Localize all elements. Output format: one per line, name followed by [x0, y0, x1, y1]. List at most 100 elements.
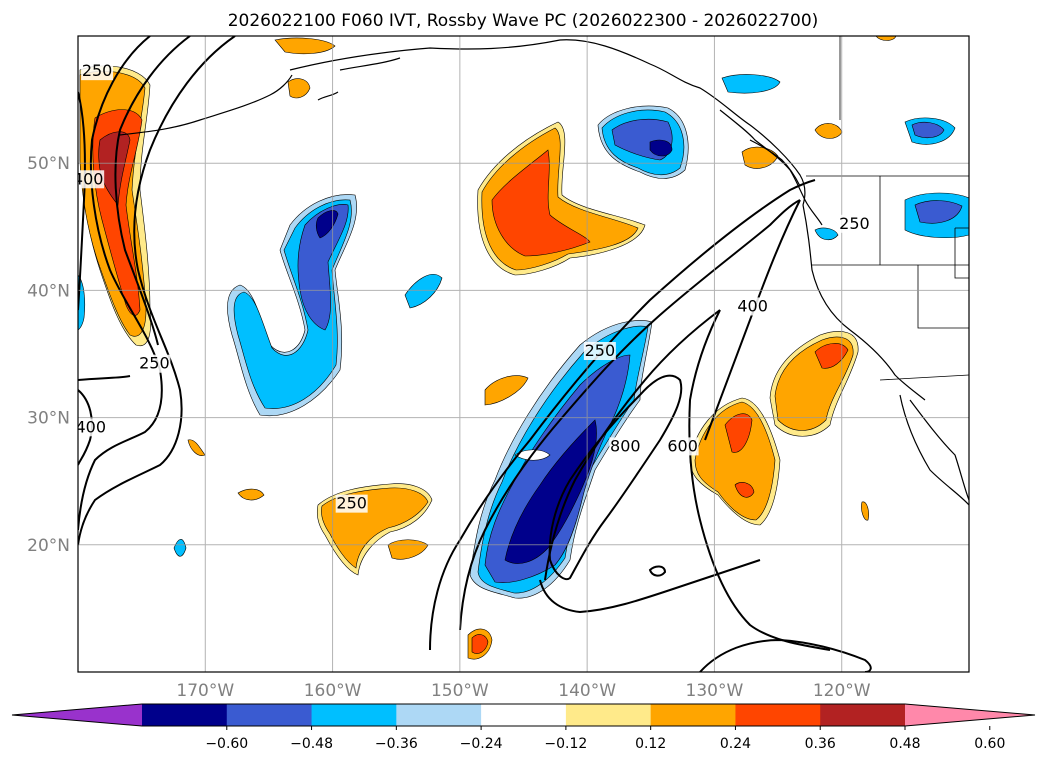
- colorbar-segment: [311, 704, 397, 726]
- pc-negative-coast: [814, 227, 839, 240]
- colorbar: −0.60 −0.48 −0.36 −0.24 −0.12 0.12 0.24 0.36 0.4…: [11, 703, 1036, 752]
- figure-title: 2026022100 F060 IVT, Rossby Wave PC (202…: [228, 11, 819, 31]
- state-border-3: [917, 265, 969, 329]
- ivt-contours: [78, 36, 872, 672]
- colorbar-tick-label: −0.60: [205, 736, 248, 752]
- mexico-border: [879, 374, 969, 381]
- colorbar-tick-label: −0.12: [544, 736, 587, 752]
- pc-positive-baja-core-2: [734, 482, 755, 498]
- ivt-contour-east-400: [459, 199, 801, 631]
- ivt-contour-label: 600: [667, 436, 698, 455]
- ivt-contour-west-400-c: [78, 375, 131, 466]
- ivt-contour-label-bg: [81, 62, 114, 81]
- ivt-contour-label-bg: [78, 170, 105, 189]
- coastlines: [119, 39, 969, 506]
- lon-label-130: 130°W: [686, 681, 744, 701]
- lat-label-30: 30°N: [27, 409, 70, 429]
- baja-coast: [899, 394, 969, 506]
- colorbar-tick-label: 0.12: [635, 736, 666, 752]
- ivt-contour-east-800: [548, 374, 683, 580]
- map-panel: 250 400 250 400 250 800 600 400 250 250 20°N 30°N 4…: [27, 35, 970, 701]
- pc-negative-small-1: [404, 274, 443, 309]
- vancouver-island: [749, 139, 801, 187]
- lon-label-140: 140°W: [558, 681, 616, 701]
- lat-label-20: 20°N: [27, 536, 70, 556]
- colorbar-extend-high: [905, 704, 1035, 726]
- ivt-contour-west-250-b: [114, 36, 191, 346]
- lat-label-40: 40°N: [27, 281, 70, 301]
- ivt-contour-west-250-a: [78, 36, 163, 531]
- colorbar-tick-label: 0.48: [889, 736, 920, 752]
- pc-positive-top-1: [274, 37, 336, 55]
- lon-label-120: 120°W: [813, 681, 871, 701]
- pc-negative-southeast-core: [504, 419, 597, 564]
- ivt-contour-label-bg: [666, 437, 699, 456]
- colorbar-segment: [820, 704, 906, 726]
- pc-positive-central-inner: [491, 149, 591, 257]
- pc-positive-small-4: [861, 501, 869, 521]
- colorbar-segment: [735, 704, 821, 726]
- state-border-4: [954, 227, 969, 279]
- pc-positive-south-small-core: [471, 634, 489, 654]
- pc-positive-top-2: [287, 78, 311, 99]
- ivt-contour-label-bg: [138, 354, 171, 373]
- colorbar-segment: [396, 704, 482, 726]
- pc-negative-small-2: [173, 539, 187, 557]
- colorbar-segment: [481, 704, 567, 726]
- colorbar-tick-label: −0.24: [460, 736, 503, 752]
- pc-negative-interior-1-dark: [914, 200, 963, 224]
- ivt-contour-east-outer: [699, 638, 872, 672]
- ivt-contour-east-250: [429, 179, 816, 651]
- ivt-contour-label: 250: [839, 214, 870, 233]
- lat-label-50: 50°N: [27, 154, 70, 174]
- colorbar-tick-label: 0.60: [974, 736, 1005, 752]
- pc-negative-central-dark: [297, 204, 349, 331]
- ivt-contour-west-400-b: [78, 91, 86, 311]
- latitude-labels: 20°N 30°N 40°N 50°N: [27, 154, 70, 556]
- ivt-contour-label: 250: [139, 354, 170, 373]
- pc-positive-small-2: [237, 488, 265, 501]
- colorbar-tick-label: −0.48: [290, 736, 333, 752]
- alaska-coast: [289, 39, 806, 206]
- colorbar-segment: [650, 704, 736, 726]
- ivt-contour-label: 400: [73, 169, 104, 188]
- pc-negative-interior-2-dark: [911, 121, 945, 139]
- ivt-contour-east-400-b: [704, 199, 801, 441]
- us-west-coast: [802, 204, 926, 401]
- colorbar-tick-label: 0.24: [720, 736, 751, 752]
- ivt-contour-label: 250: [585, 341, 616, 360]
- ivt-contour-label-bg: [583, 342, 616, 360]
- ivt-contour-label: 400: [737, 296, 768, 315]
- lon-label-170: 170°W: [176, 681, 234, 701]
- ivt-contour-label-bg: [78, 418, 107, 437]
- pc-positive-baja-core: [724, 413, 753, 453]
- colorbar-extend-low: [12, 704, 142, 726]
- lon-label-160: 160°W: [304, 681, 362, 701]
- ivt-contour-label: 250: [82, 61, 113, 80]
- ivt-contour-label-bg: [838, 214, 871, 233]
- pc-negative-gulf-core: [649, 139, 673, 157]
- pc-positive-baja: [694, 401, 776, 521]
- ivt-contour-label: 800: [610, 436, 641, 455]
- colorbar-outline: [11, 703, 1036, 727]
- ivt-contour-label-bg: [609, 437, 642, 456]
- ivt-contour-small: [648, 565, 667, 577]
- lon-label-150: 150°W: [431, 681, 489, 701]
- colorbar-segment: [565, 704, 652, 726]
- ivt-contour-label: 400: [75, 417, 106, 436]
- alaska-islands: [317, 57, 401, 101]
- pc-positive-socal-core: [814, 343, 849, 369]
- colorbar-tick-label: −0.36: [375, 736, 418, 752]
- colorbar-segment: [142, 704, 228, 726]
- ivt-contour-label-bg: [736, 297, 769, 316]
- ivt-contour-label-bg: [335, 494, 368, 513]
- ivt-contour-labels: 250 400 250 400 250 800 600 400 250 250: [73, 61, 871, 513]
- colorbar-tick-label: 0.36: [805, 736, 836, 752]
- pc-positive-small-1: [484, 375, 529, 406]
- ivt-contour-east-600-b: [688, 309, 831, 651]
- ivt-contour-label: 250: [336, 494, 367, 513]
- longitude-labels: 170°W 160°W 150°W 140°W 130°W 120°W: [176, 681, 870, 701]
- ivt-contour-west-400: [78, 36, 236, 546]
- baja-inner: [909, 399, 969, 501]
